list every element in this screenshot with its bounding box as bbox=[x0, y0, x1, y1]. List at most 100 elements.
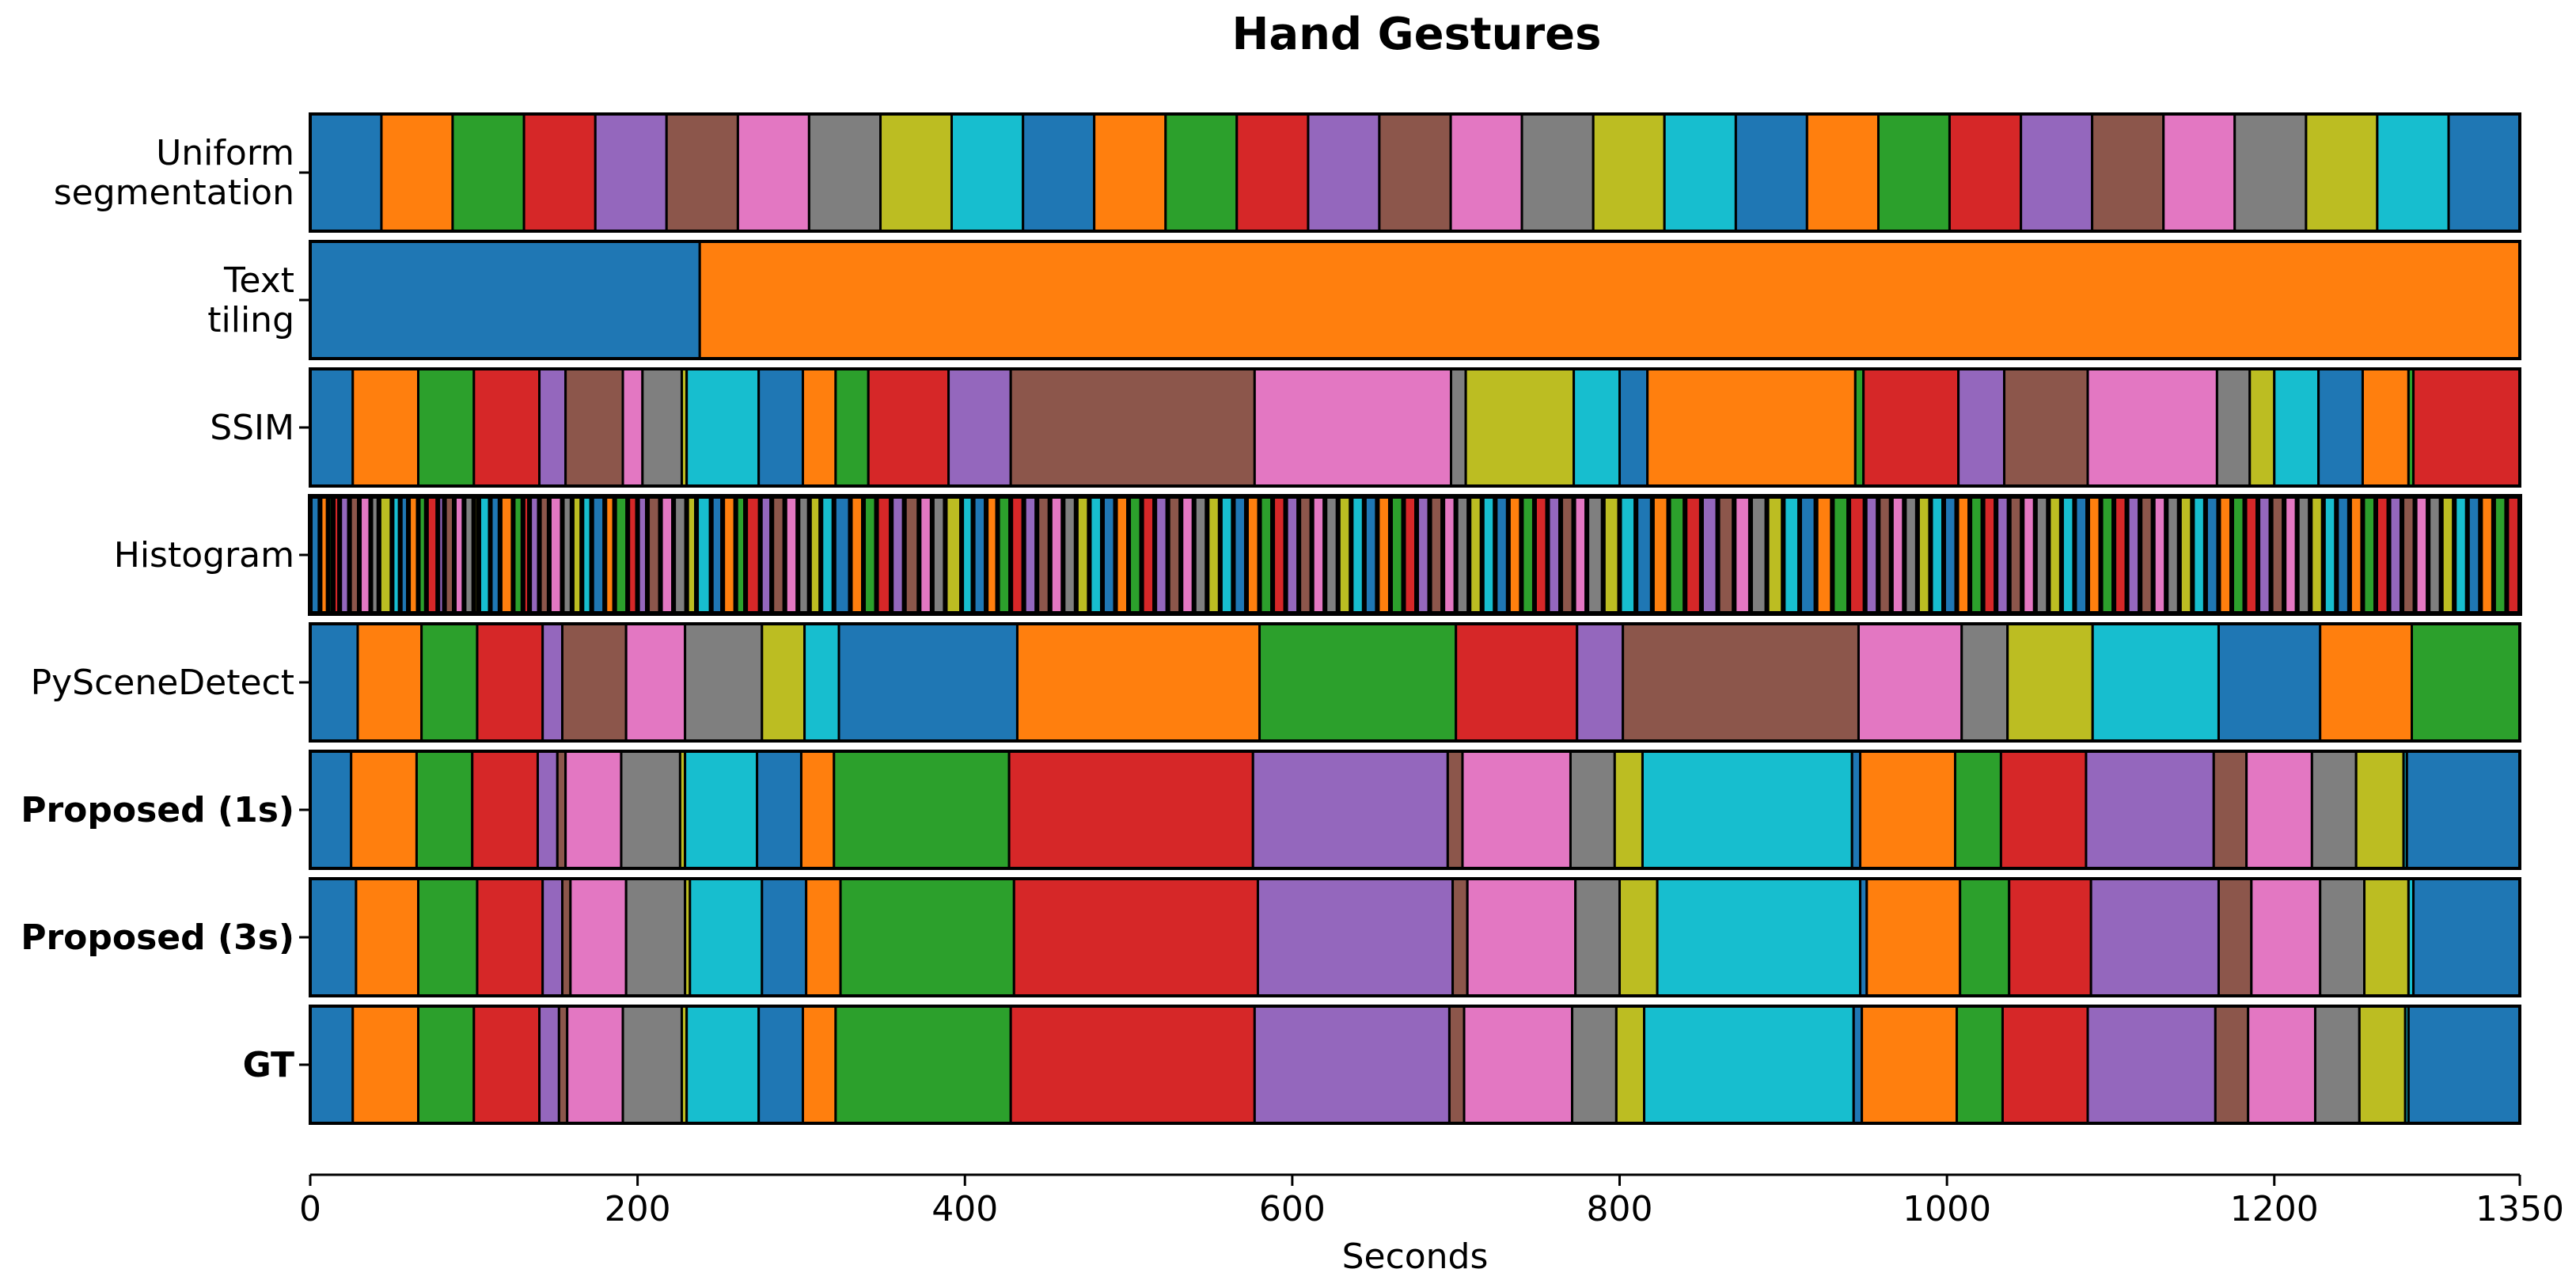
segment-bar bbox=[2358, 1005, 2407, 1125]
segment-bar bbox=[2085, 750, 2215, 870]
segmentation-row: Histogram bbox=[114, 494, 2522, 616]
row-label: PySceneDetect bbox=[31, 663, 294, 703]
segment-bar bbox=[2089, 877, 2220, 997]
segment-bar bbox=[1633, 494, 1655, 616]
segment-bar bbox=[1641, 750, 1853, 870]
x-tick-label: 1350 bbox=[2475, 1189, 2564, 1229]
segment-bar bbox=[1805, 112, 1880, 233]
segment-bar bbox=[2020, 112, 2094, 233]
segment-bar bbox=[2003, 367, 2089, 488]
segment-bar bbox=[350, 750, 418, 870]
segment-bar bbox=[624, 877, 687, 997]
segment-bar bbox=[2447, 112, 2521, 233]
segment-bar bbox=[309, 750, 353, 870]
segment-bar bbox=[1764, 494, 1786, 616]
x-tick-label: 0 bbox=[299, 1189, 321, 1229]
segmentation-row: Proposed (1s) bbox=[21, 750, 2521, 870]
segment-bar bbox=[2363, 877, 2410, 997]
segment-bar bbox=[2411, 622, 2521, 743]
segment-bar bbox=[1853, 367, 1865, 488]
segment-bar bbox=[947, 367, 1012, 488]
segment-bar bbox=[2008, 877, 2092, 997]
segment-bar bbox=[867, 367, 950, 488]
segment-bar bbox=[943, 494, 965, 616]
x-tick-label: 800 bbox=[1587, 1189, 1653, 1229]
segment-bar bbox=[684, 622, 764, 743]
segment-bar bbox=[536, 750, 559, 870]
x-tick-label: 1200 bbox=[2230, 1189, 2319, 1229]
segment-bar bbox=[831, 494, 853, 616]
segment-bar bbox=[1093, 112, 1167, 233]
x-tick-label: 600 bbox=[1259, 1189, 1326, 1229]
segment-bar bbox=[356, 622, 423, 743]
segment-bar bbox=[1732, 494, 1753, 616]
segment-bar bbox=[1461, 750, 1572, 870]
segment-bar bbox=[1574, 877, 1622, 997]
segment-bar bbox=[417, 1005, 476, 1125]
segment-bar bbox=[2247, 1005, 2316, 1125]
segment-bar bbox=[594, 112, 668, 233]
row-label: Uniform bbox=[156, 133, 294, 173]
segment-bar bbox=[2376, 112, 2450, 233]
segment-bar bbox=[1464, 367, 1576, 488]
segment-bar bbox=[1015, 622, 1261, 743]
segment-bar bbox=[417, 367, 476, 488]
segment-bar bbox=[380, 112, 454, 233]
segment-bar bbox=[1999, 750, 2088, 870]
segment-bar bbox=[2412, 877, 2521, 997]
x-tick-label: 400 bbox=[931, 1189, 998, 1229]
segment-bar bbox=[1592, 112, 1666, 233]
segment-bar bbox=[476, 622, 544, 743]
segment-bar bbox=[1256, 877, 1455, 997]
segment-bar bbox=[1022, 112, 1096, 233]
row-label: Histogram bbox=[114, 535, 294, 576]
segment-bar bbox=[641, 367, 683, 488]
segment-bar bbox=[1781, 494, 1803, 616]
segment-bar bbox=[2313, 1005, 2361, 1125]
segmentation-rows: UniformsegmentationTexttilingSSIMHistogr… bbox=[21, 112, 2522, 1125]
x-tick-label: 1000 bbox=[1903, 1189, 1991, 1229]
segment-bar bbox=[757, 367, 805, 488]
segment-bar bbox=[1307, 112, 1381, 233]
segment-bar bbox=[1960, 622, 2009, 743]
segment-bar bbox=[560, 877, 572, 997]
segment-bar bbox=[805, 877, 842, 997]
segment-bar bbox=[1666, 494, 1688, 616]
segment-bar bbox=[451, 112, 525, 233]
segment-bar bbox=[1007, 750, 1254, 870]
segment-bar bbox=[1164, 112, 1239, 233]
segment-bar bbox=[1852, 1005, 1864, 1125]
segment-bar bbox=[761, 622, 806, 743]
segment-bar bbox=[1953, 750, 2002, 870]
segment-bar bbox=[1957, 367, 2006, 488]
segment-bar bbox=[2091, 112, 2165, 233]
segment-bar bbox=[309, 367, 355, 488]
segment-bar bbox=[624, 622, 687, 743]
segment-bar bbox=[879, 112, 954, 233]
segment-bar bbox=[839, 877, 1015, 997]
segment-bar bbox=[1797, 494, 1819, 616]
segment-bar bbox=[1520, 112, 1595, 233]
segment-bar bbox=[1613, 750, 1644, 870]
segment-bar bbox=[472, 367, 541, 488]
x-axis: 0 200 400 600 800 1000 1200 1350 bbox=[299, 1173, 2564, 1229]
segment-bar bbox=[621, 1005, 683, 1125]
segment-bar bbox=[684, 750, 759, 870]
segment-bar bbox=[1463, 1005, 1574, 1125]
segment-bar bbox=[2091, 622, 2220, 743]
x-axis-label: Seconds bbox=[1342, 1237, 1489, 1277]
row-label: SSIM bbox=[210, 408, 294, 448]
segment-bar bbox=[1865, 877, 1962, 997]
segment-bar bbox=[1715, 494, 1737, 616]
segment-bar bbox=[1569, 750, 1616, 870]
segment-bar bbox=[1656, 877, 1862, 997]
segment-bar bbox=[471, 750, 539, 870]
segment-bar bbox=[1747, 494, 1770, 616]
segment-bar bbox=[1450, 367, 1467, 488]
segment-bar bbox=[685, 1005, 761, 1125]
segment-bar bbox=[564, 367, 624, 488]
segment-bar bbox=[1876, 112, 1951, 233]
segment-bar bbox=[1663, 112, 1737, 233]
segment-bar bbox=[472, 1005, 541, 1125]
segment-bar bbox=[2214, 1005, 2250, 1125]
